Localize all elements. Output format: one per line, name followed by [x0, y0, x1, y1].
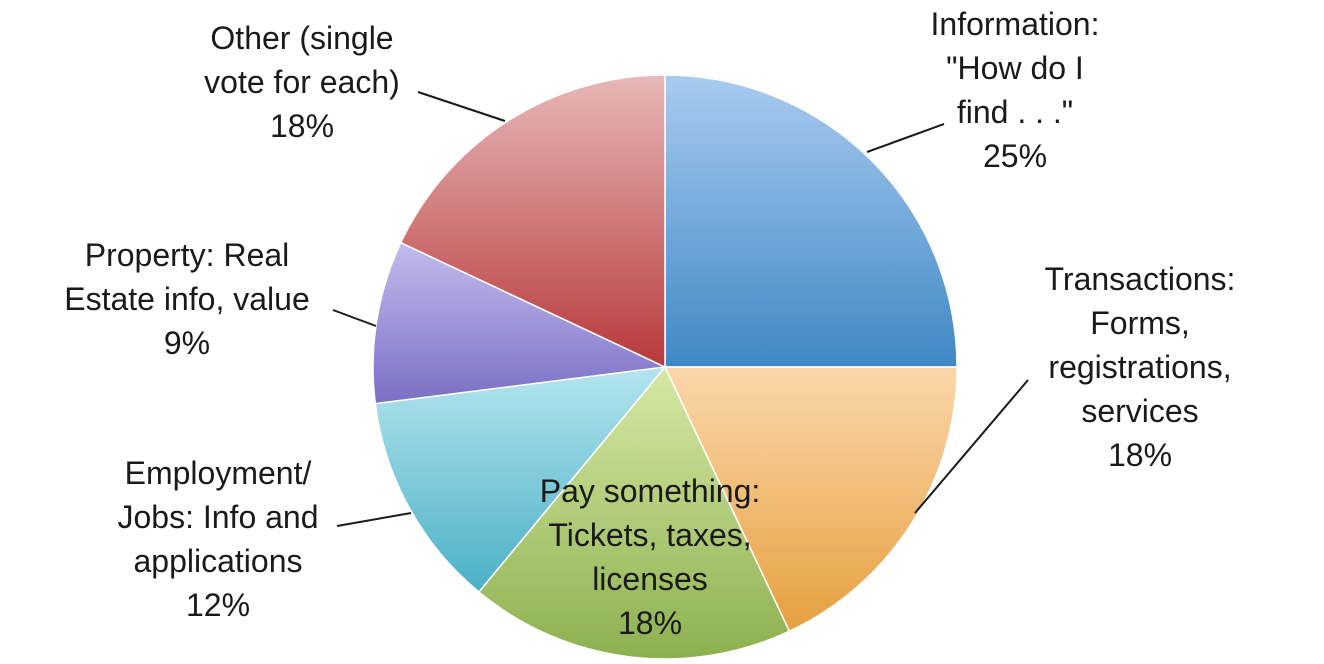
slice-label-line: "How do I [946, 50, 1084, 86]
slice-label: Employment/Jobs: Info and applications 12% [117, 455, 318, 623]
slice-label-line: Jobs: Info and [117, 499, 318, 535]
slice-label-line: Estate info, value [64, 281, 309, 317]
slice-label-line: registrations, [1048, 349, 1231, 385]
slice-label-line: Other (single [210, 20, 393, 56]
slice-labels: Information: "How do I find . . ." 25% Trans… [64, 6, 1235, 641]
pie-slice [399, 74, 666, 369]
leader-line [866, 123, 945, 153]
pie-slice [664, 74, 958, 368]
slice-value-label: 9% [164, 325, 210, 361]
leader-line [914, 379, 1029, 514]
slice-label: Other (single vote for each) 18% [204, 20, 400, 144]
slice-label-line: Property: Real [85, 237, 290, 273]
slice-label-line: Pay something: [540, 473, 761, 509]
slice-label-line: Transactions: [1045, 261, 1236, 297]
pie-slice [663, 366, 958, 633]
slice-label-line: Information: [931, 6, 1100, 42]
slice-value-label: 25% [983, 138, 1047, 174]
slice-value-label: 18% [270, 108, 334, 144]
slice-label-line: Employment/ [125, 455, 312, 491]
slice-label-line: vote for each) [204, 64, 400, 100]
leader-line [336, 512, 412, 527]
slice-label-line: Tickets, taxes, [548, 517, 751, 553]
pie-slice [477, 365, 791, 660]
slice-value-label: 18% [1108, 437, 1172, 473]
slice-label-line: applications [134, 543, 303, 579]
slice-label-line: licenses [592, 561, 708, 597]
slice-label: Information: "How do I find . . ." 25% [931, 6, 1100, 174]
slice-label: Pay something: Tickets, taxes, licenses 18% [540, 473, 761, 641]
leader-line [417, 91, 506, 122]
slice-label-line: Forms, [1090, 305, 1190, 341]
pie-slice [372, 241, 668, 405]
slice-label: Property: Real Estate info, value 9% [64, 237, 309, 361]
slice-value-label: 12% [186, 587, 250, 623]
slice-value-label: 18% [618, 605, 682, 641]
pie-slice [374, 366, 667, 594]
slice-label: Transactions: Forms, registrations, service… [1045, 261, 1236, 473]
pie-slices [372, 74, 958, 660]
slice-label-line: find . . ." [957, 94, 1073, 130]
slice-label-line: services [1081, 393, 1198, 429]
leader-lines [332, 91, 1029, 527]
leader-line [332, 309, 377, 327]
